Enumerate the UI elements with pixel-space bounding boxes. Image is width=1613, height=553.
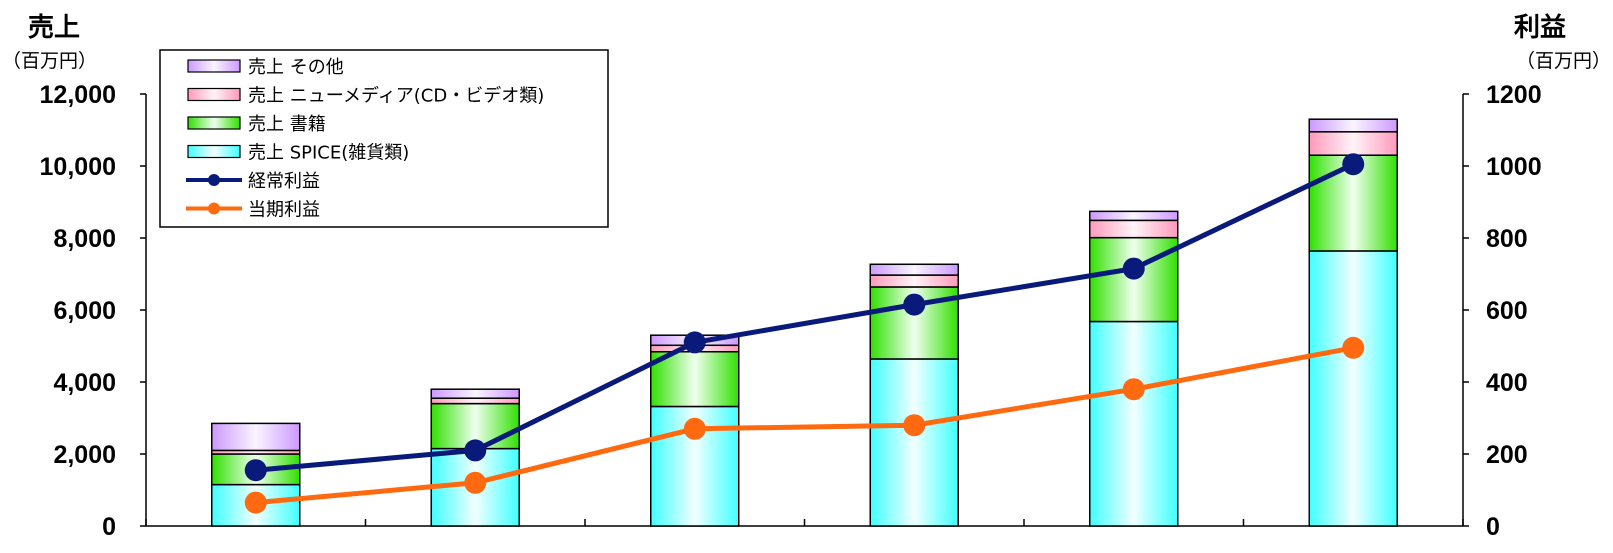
bar-segment-2 [430,397,520,405]
bar-segment-2 [1308,131,1398,156]
line-point-0 [244,459,267,482]
bar-segment-3 [1089,210,1179,222]
legend-label: 売上 ニューメディア(CD・ビデオ類) [248,86,544,107]
right-tick-label: 400 [1486,369,1528,397]
bar-segment-0 [1308,250,1398,527]
lines [244,153,1365,514]
bar-segment-3 [211,422,301,452]
left-axis-unit: （百万円） [2,50,97,72]
left-tick-label: 8,000 [53,225,116,253]
line-point-0 [1342,153,1365,176]
bar-segment-0 [1089,320,1179,527]
line-point-1 [464,471,487,494]
right-axis-title: 利益 [1514,13,1566,43]
right-tick-label: 1000 [1486,153,1542,181]
line-point-0 [464,439,487,462]
line-series-0 [255,161,1355,473]
bar-segment-2 [1089,219,1179,239]
right-axis-unit: （百万円） [1516,50,1611,72]
line-series-1 [255,345,1354,506]
line-point-1 [1122,378,1145,401]
legend-label: 売上 その他 [248,57,344,78]
legend-label: 経常利益 [248,171,320,192]
legend-box [159,49,609,228]
line-point-1 [1342,336,1365,359]
line-point-0 [1122,257,1145,280]
left-tick-label: 10,000 [40,153,116,181]
right-tick-label: 0 [1486,513,1500,541]
right-tick-label: 600 [1486,297,1528,325]
legend-marker [208,174,220,186]
axes [145,94,1464,527]
legend-label: 売上 SPICE(雑貨類) [248,143,409,164]
bar-segment-3 [1308,118,1398,133]
left-tick-label: 4,000 [53,369,116,397]
bar-segment-3 [869,263,959,276]
bar-segment-2 [869,274,959,288]
left-axis-title: 売上 [28,13,80,43]
bar-segment-1 [650,351,740,408]
legend-marker [208,202,220,215]
legend-swatch [187,59,241,73]
bars [211,118,1398,527]
line-point-0 [903,293,926,316]
right-tick-label: 1200 [1486,81,1542,109]
legend-label: 当期利益 [248,200,320,221]
legend-label: 売上 書籍 [248,114,326,135]
left-tick-label: 2,000 [53,441,116,469]
left-tick-label: 0 [102,513,116,541]
left-tick-label: 12,000 [40,81,116,109]
legend-swatch [187,116,241,130]
right-axis-ticks: 0 200 400 600 800 1000 1200 [1463,81,1542,541]
right-tick-label: 800 [1486,225,1528,253]
line-point-1 [903,414,926,437]
bar-segment-3 [430,388,520,399]
legend-swatch [187,144,241,159]
left-axis-ticks: 0 2,000 4,000 6,000 8,000 10,000 12,000 [40,81,146,541]
left-tick-label: 6,000 [53,297,116,325]
legend-swatch [187,87,241,102]
bar-segment-0 [869,358,959,527]
right-tick-label: 200 [1486,441,1528,469]
line-point-0 [683,331,706,354]
line-point-1 [683,417,706,440]
line-point-1 [244,491,267,514]
